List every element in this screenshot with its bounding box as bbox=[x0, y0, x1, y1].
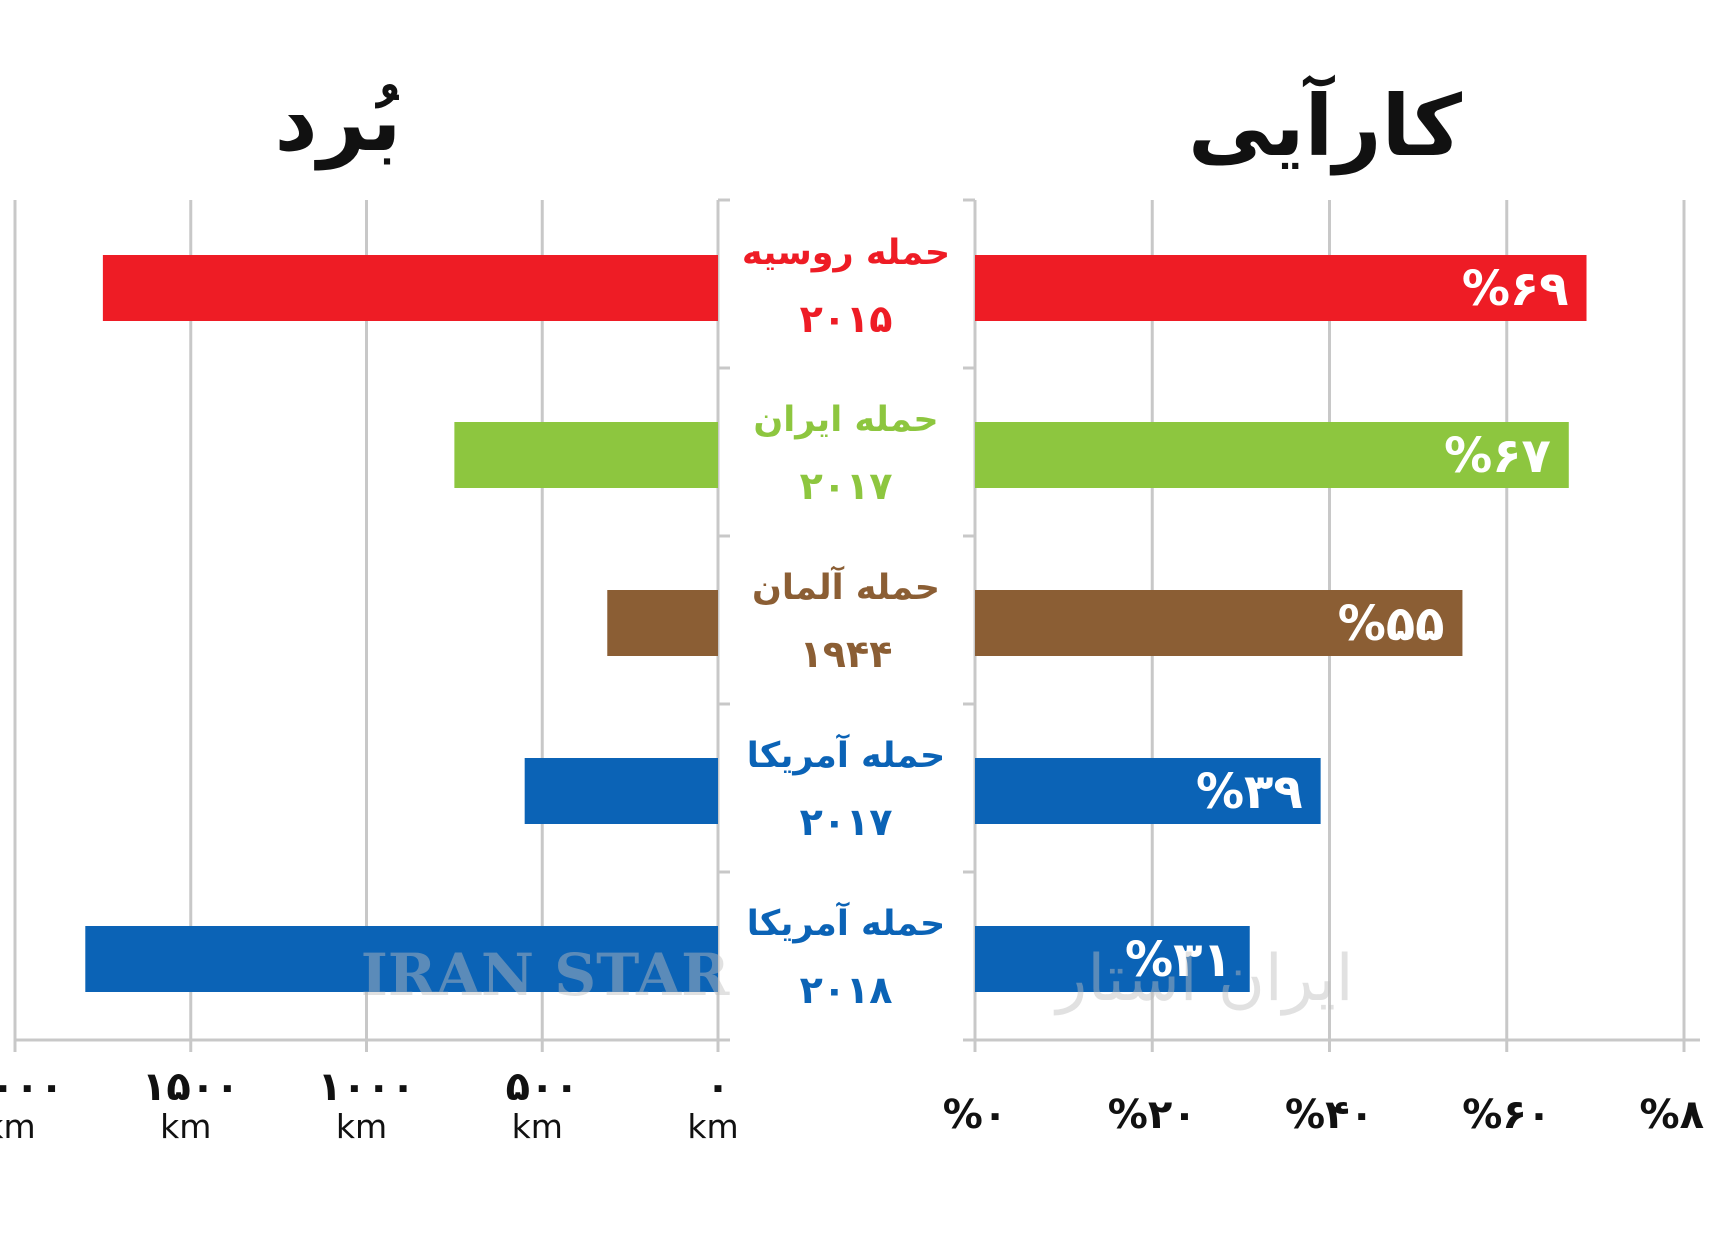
range-tick-label: ۵۰۰ bbox=[506, 1064, 579, 1110]
efficiency-value-label: %۶۷ bbox=[1444, 428, 1551, 484]
range-tick-label: ۱۵۰۰ bbox=[142, 1064, 240, 1110]
category-label: حمله روسیه bbox=[742, 233, 950, 273]
range-bar bbox=[454, 422, 718, 488]
efficiency-tick-labels: %۰ %۲۰ %۴۰ %۶۰ %۸۰ bbox=[943, 1092, 1710, 1138]
range-tick-unit: km bbox=[336, 1107, 387, 1146]
category-year: ۱۹۴۴ bbox=[800, 632, 893, 676]
range-tick-label: ۱۰۰۰ bbox=[318, 1064, 416, 1110]
range-tick-unit: km bbox=[512, 1107, 563, 1146]
range-bar bbox=[524, 758, 718, 824]
center-divider-ticks bbox=[718, 198, 975, 1042]
category-year: ۲۰۱۷ bbox=[800, 464, 893, 508]
efficiency-bar bbox=[975, 758, 1321, 824]
range-tick-labels: ۲۰۰۰km۱۵۰۰km۱۰۰۰km۵۰۰km۰km bbox=[0, 1064, 739, 1146]
watermark-persian: ایران استار bbox=[1053, 942, 1353, 1016]
range-title: بُرد bbox=[275, 72, 402, 171]
efficiency-value-labels: %۶۹ %۶۷ %۵۵ %۳۹ %۳۱ bbox=[1125, 261, 1568, 988]
efficiency-tick-label: %۶۰ bbox=[1462, 1092, 1551, 1138]
range-tick-label: ۲۰۰۰ bbox=[0, 1064, 64, 1110]
category-label: حمله ایران bbox=[753, 400, 938, 440]
range-bar bbox=[85, 926, 719, 992]
efficiency-tick-label: %۲۰ bbox=[1108, 1092, 1197, 1138]
range-bars bbox=[85, 255, 719, 992]
efficiency-tick-label: %۸۰ bbox=[1640, 1092, 1710, 1138]
category-year: ۲۰۱۵ bbox=[800, 297, 893, 341]
category-labels: حمله روسیه ۲۰۱۵ حمله ایران ۲۰۱۷ حمله آلمان ۱۹… bbox=[742, 233, 950, 1012]
category-label: حمله آمریکا bbox=[747, 901, 945, 944]
efficiency-value-label: %۳۹ bbox=[1196, 764, 1303, 820]
efficiency-bar bbox=[975, 255, 1587, 321]
efficiency-title: کارآیی bbox=[1188, 74, 1462, 176]
range-tick-unit: km bbox=[0, 1107, 36, 1146]
watermark-latin: IRAN STAR bbox=[361, 941, 730, 1009]
efficiency-bars bbox=[975, 255, 1587, 992]
category-year: ۲۰۱۷ bbox=[800, 800, 893, 844]
efficiency-value-label: %۵۵ bbox=[1338, 596, 1445, 652]
range-bar bbox=[607, 590, 718, 656]
category-label: حمله آلمان bbox=[752, 565, 940, 608]
efficiency-bar bbox=[975, 590, 1463, 656]
range-tick-label: ۰ bbox=[706, 1064, 730, 1110]
efficiency-value-label: %۶۹ bbox=[1462, 261, 1569, 317]
range-bar bbox=[102, 255, 718, 321]
range-tick-unit: km bbox=[687, 1107, 738, 1146]
category-label: حمله آمریکا bbox=[747, 733, 945, 776]
efficiency-tick-label: %۰ bbox=[943, 1092, 1008, 1138]
efficiency-bar bbox=[975, 926, 1250, 992]
efficiency-tick-label: %۴۰ bbox=[1285, 1092, 1374, 1138]
category-year: ۲۰۱۸ bbox=[800, 968, 893, 1012]
efficiency-bar bbox=[975, 422, 1569, 488]
range-tick-unit: km bbox=[160, 1107, 211, 1146]
efficiency-value-label: %۳۱ bbox=[1125, 932, 1232, 988]
